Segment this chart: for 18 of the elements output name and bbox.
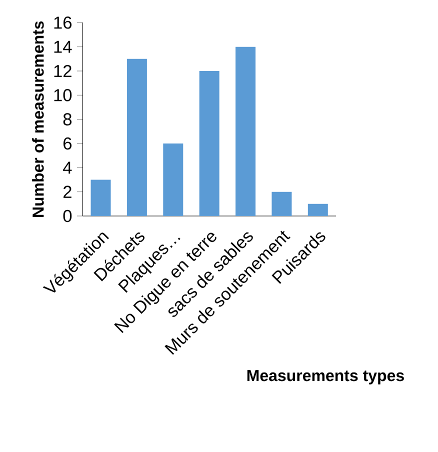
bar [126,58,147,216]
bar [236,46,256,216]
y-tick-label: 2 [64,186,72,198]
y-axis-title: Number of measurements [32,21,44,217]
bar [163,143,184,216]
y-tick-label: 14 [54,40,72,53]
y-tick-label: 0 [63,210,72,222]
x-axis-title: Measurements types [247,370,404,384]
y-tick-label: 4 [63,162,72,174]
bar [272,192,292,216]
y-tick-label: 6 [64,137,72,150]
y-tick-label: 10 [54,89,72,102]
bar [308,204,328,216]
y-tick-label: 16 [54,16,72,29]
bar [199,70,220,216]
y-tick-label: 8 [63,113,72,126]
bar [90,180,111,216]
y-tick-label: 12 [54,64,72,78]
